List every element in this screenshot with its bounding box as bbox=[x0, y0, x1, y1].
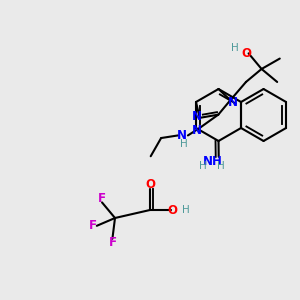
Text: N: N bbox=[177, 129, 187, 142]
Text: O: O bbox=[242, 47, 252, 60]
Text: H: H bbox=[199, 161, 207, 171]
Text: N: N bbox=[192, 124, 202, 136]
Text: F: F bbox=[98, 192, 106, 205]
Text: N: N bbox=[228, 96, 239, 109]
Text: NH: NH bbox=[203, 155, 223, 168]
Text: F: F bbox=[108, 236, 116, 249]
Text: F: F bbox=[89, 219, 97, 232]
Text: H: H bbox=[180, 140, 188, 149]
Text: H: H bbox=[231, 44, 239, 53]
Text: O: O bbox=[168, 203, 178, 217]
Text: N: N bbox=[192, 110, 202, 123]
Text: H: H bbox=[217, 161, 225, 171]
Text: H: H bbox=[182, 205, 190, 215]
Text: O: O bbox=[145, 178, 155, 191]
